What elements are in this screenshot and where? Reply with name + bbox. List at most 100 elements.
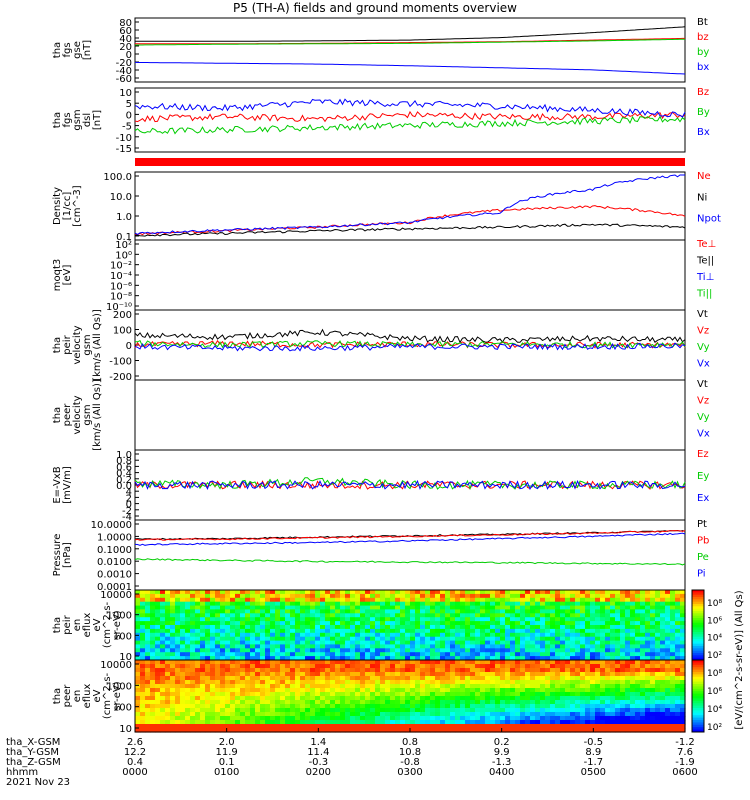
- spectrogram-cell: [360, 700, 366, 705]
- legend-entry: Vx: [697, 359, 710, 370]
- spectrogram-cell: [625, 696, 631, 701]
- spectrogram-cell: [495, 605, 501, 611]
- spectrogram-cell: [445, 660, 451, 665]
- spectrogram-cell: [595, 720, 601, 725]
- spectrogram-cell: [255, 636, 261, 642]
- spectrogram-cell: [225, 712, 231, 717]
- spectrogram-cell: [485, 676, 491, 681]
- spectrogram-cell: [395, 605, 401, 611]
- spectrogram-cell: [305, 636, 311, 642]
- spectrogram-cell: [265, 668, 271, 673]
- spectrogram-cell: [350, 628, 356, 634]
- spectrogram-cell: [535, 724, 541, 729]
- spectrogram-cell: [415, 640, 421, 646]
- spectrogram-cell: [525, 601, 531, 607]
- spectrogram-cell: [505, 708, 511, 713]
- spectrogram-cell: [580, 664, 586, 669]
- spectrogram-cell: [520, 636, 526, 642]
- spectrogram-cell: [275, 621, 281, 626]
- spectrogram-cell: [340, 648, 346, 653]
- spectrogram-cell: [670, 613, 676, 618]
- spectrogram-cell: [635, 601, 641, 607]
- spectrogram-cell: [540, 684, 546, 689]
- spectrogram-cell: [470, 720, 476, 725]
- spectrogram-cell: [380, 601, 386, 607]
- spectrogram-cell: [200, 640, 206, 646]
- spectrogram-cell: [380, 684, 386, 689]
- spectrogram-cell: [435, 636, 441, 642]
- spectrogram-cell: [580, 625, 586, 630]
- spectrogram-cell: [310, 632, 316, 638]
- spectrogram-cell: [435, 688, 441, 693]
- spectrogram-cell: [230, 724, 236, 729]
- spectrogram-cell: [395, 621, 401, 626]
- spectrogram-cell: [475, 660, 481, 665]
- spectrogram-cell: [670, 692, 676, 697]
- spectrogram-cell: [415, 609, 421, 614]
- spectrogram-cell: [405, 672, 411, 677]
- spectrogram-cell: [345, 652, 351, 657]
- spectrogram-cell: [250, 684, 256, 689]
- spectrogram-cell: [325, 593, 331, 599]
- spectrogram-cell: [425, 605, 431, 611]
- spectrogram-cell: [410, 640, 416, 646]
- spectrogram-cell: [540, 593, 546, 599]
- spectrogram-cell: [315, 593, 321, 599]
- spectrogram-cell: [345, 601, 351, 607]
- spectrogram-cell: [560, 625, 566, 630]
- spectrogram-cell: [290, 636, 296, 642]
- spectrogram-cell: [245, 621, 251, 626]
- spectrogram-cell: [405, 609, 411, 614]
- spectrogram-cell: [490, 625, 496, 630]
- spectrogram-cell: [480, 628, 486, 634]
- spectrogram-cell: [265, 684, 271, 689]
- spectrogram-cell: [430, 672, 436, 677]
- spectrogram-cell: [275, 672, 281, 677]
- spectrogram-cell: [420, 656, 426, 661]
- spectrogram-cell: [380, 724, 386, 729]
- spectrogram-cell: [510, 676, 516, 681]
- spectrogram-cell: [400, 628, 406, 634]
- spectrogram-cell: [325, 625, 331, 630]
- spectrogram-cell: [670, 640, 676, 646]
- spectrogram-cell: [550, 668, 556, 673]
- spectrogram-cell: [415, 605, 421, 611]
- spectrogram-cell: [650, 700, 656, 705]
- spectrogram-cell: [420, 660, 426, 665]
- spectrogram-cell: [625, 617, 631, 622]
- spectrogram-cell: [305, 712, 311, 717]
- spectrogram-cell: [430, 676, 436, 681]
- spectrogram-cell: [195, 712, 201, 717]
- spectrogram-cell: [270, 605, 276, 611]
- spectrogram-cell: [305, 652, 311, 657]
- spectrogram-cell: [235, 621, 241, 626]
- spectrogram-cell: [525, 648, 531, 653]
- spectrogram-cell: [165, 590, 171, 595]
- spectrogram-cell: [335, 613, 341, 618]
- spectrogram-cell: [350, 684, 356, 689]
- spectrogram-cell: [390, 720, 396, 725]
- spectrogram-cell: [150, 728, 156, 733]
- spectrogram-cell: [560, 652, 566, 657]
- spectrogram-cell: [610, 621, 616, 626]
- spectrogram-cell: [645, 656, 651, 661]
- spectrogram-cell: [380, 700, 386, 705]
- spectrogram-cell: [520, 728, 526, 733]
- spectrogram-cell: [215, 621, 221, 626]
- spectrogram-cell: [425, 716, 431, 721]
- spectrogram-cell: [485, 644, 491, 649]
- spectrogram-cell: [320, 660, 326, 665]
- spectrogram-cell: [660, 676, 666, 681]
- spectrogram-cell: [350, 613, 356, 618]
- spectrogram-cell: [185, 648, 191, 653]
- spectrogram-cell: [410, 644, 416, 649]
- spectrogram-cell: [555, 621, 561, 626]
- spectrogram-cell: [535, 704, 541, 709]
- spectrogram-cell: [275, 617, 281, 622]
- spectrogram-cell: [390, 668, 396, 673]
- spectrogram-cell: [305, 660, 311, 665]
- spectrogram-cell: [485, 712, 491, 717]
- spectrogram-cell: [370, 628, 376, 634]
- spectrogram-cell: [220, 728, 226, 733]
- spectrogram-cell: [445, 621, 451, 626]
